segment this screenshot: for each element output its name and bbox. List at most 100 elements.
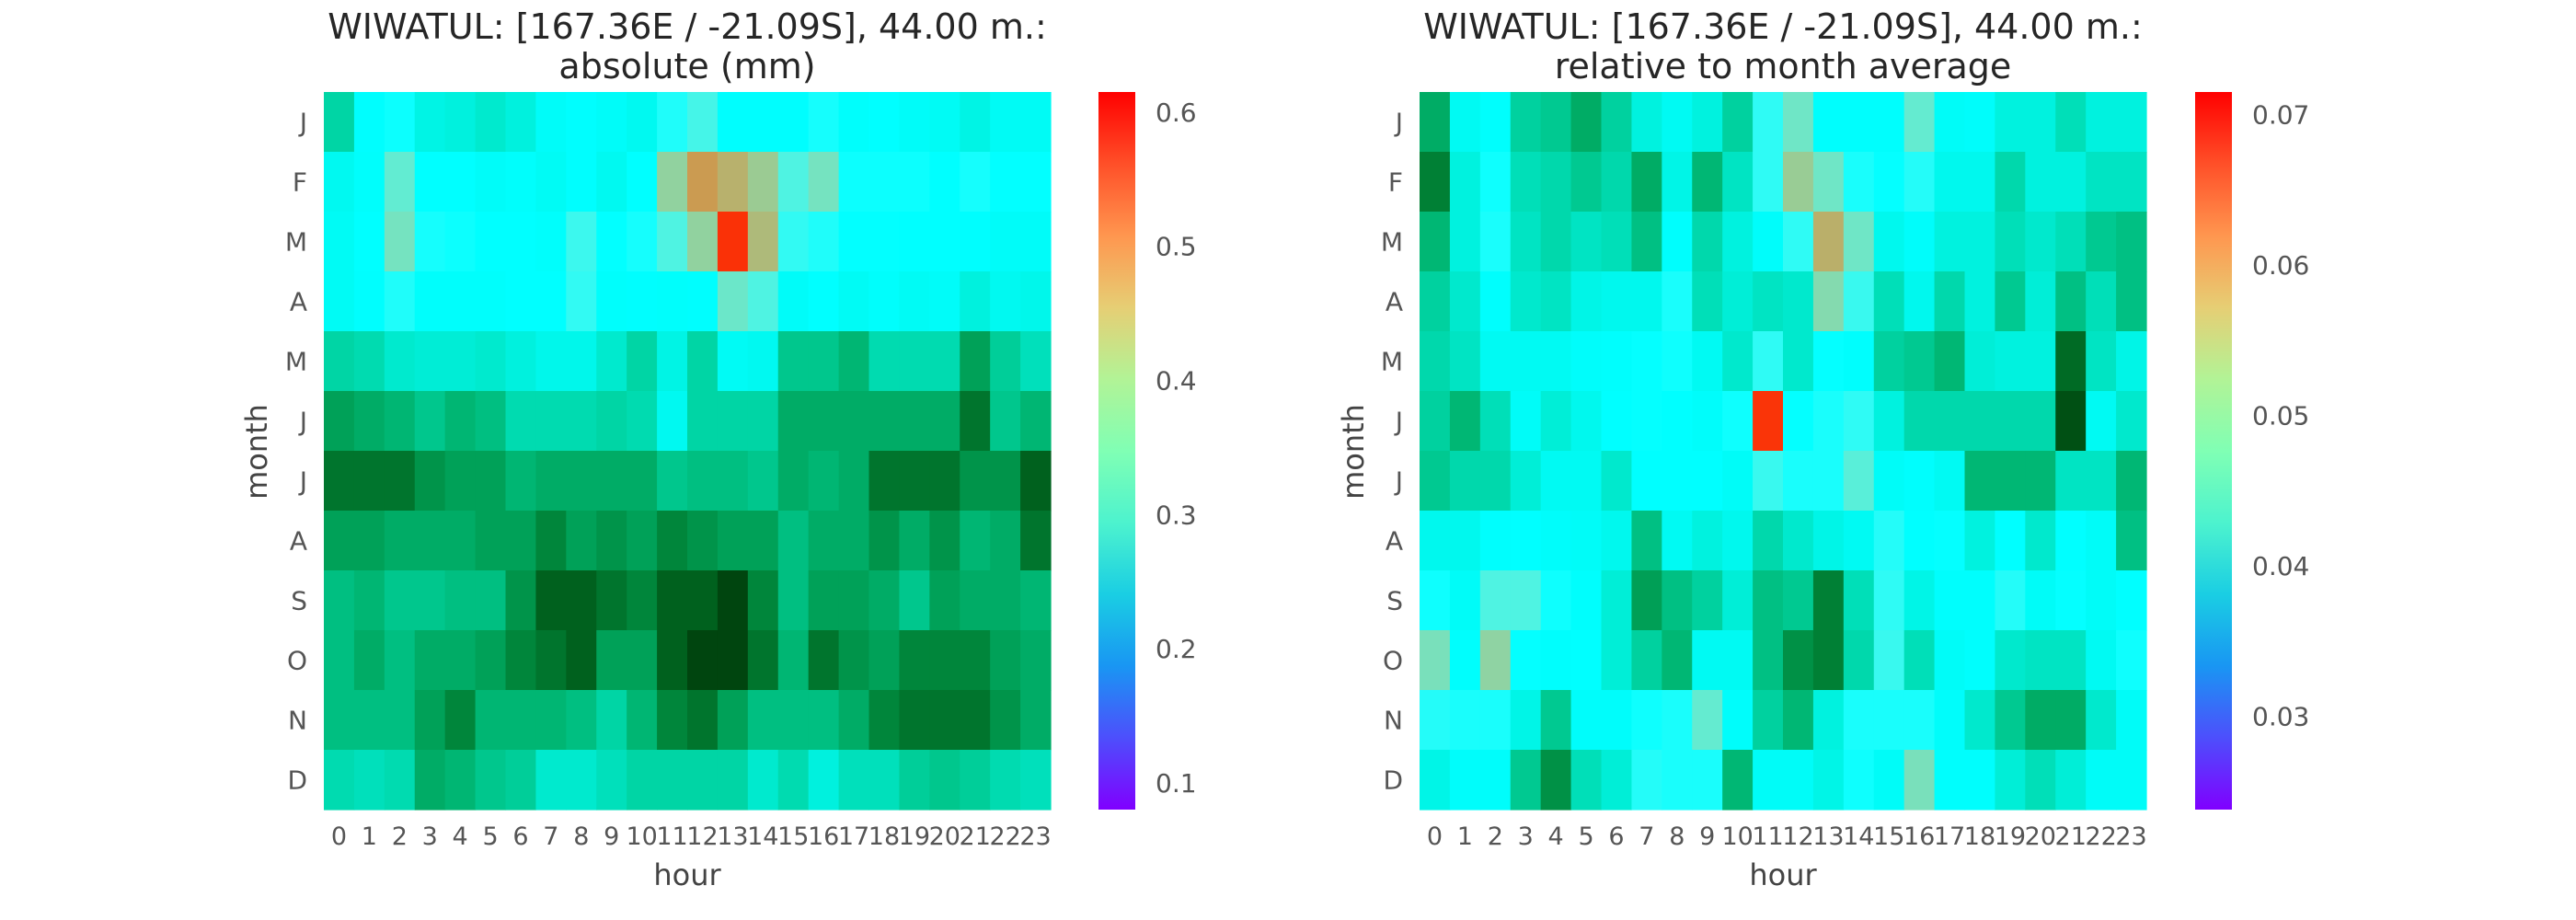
- colorbar-tick-label: 0.06: [2252, 250, 2309, 281]
- heatmap-cell: [777, 690, 810, 751]
- heatmap-cell: [1420, 750, 1451, 811]
- heatmap-cell: [1510, 570, 1542, 631]
- heatmap-cell: [1570, 271, 1603, 332]
- heatmap-cell: [1420, 92, 1451, 153]
- heatmap-cell: [1995, 570, 2026, 631]
- y-tick-label: M: [285, 227, 307, 258]
- heatmap-cell: [717, 750, 749, 811]
- heatmap-cell: [1601, 152, 1633, 213]
- heatmap-cell: [868, 92, 901, 153]
- heatmap-cell: [1934, 451, 1966, 512]
- y-tick-label: F: [293, 167, 307, 198]
- heatmap-cell: [505, 212, 537, 272]
- heatmap-cell: [838, 391, 870, 452]
- heatmap-cell: [747, 391, 779, 452]
- heatmap-cell: [475, 690, 507, 751]
- heatmap-cell: [475, 570, 507, 631]
- heatmap-cell: [324, 451, 355, 512]
- heatmap-cell: [353, 92, 385, 153]
- heatmap-cell: [1964, 451, 1996, 512]
- heatmap-cell: [566, 391, 597, 452]
- heatmap-cell: [627, 271, 658, 332]
- heatmap-cells: [324, 92, 1052, 811]
- heatmap-cell: [1753, 92, 1784, 153]
- heatmap-cell: [414, 212, 446, 272]
- heatmap-cell: [1843, 451, 1875, 512]
- x-tick-label: 20: [2025, 822, 2056, 851]
- heatmap-cell: [1510, 152, 1542, 213]
- heatmap-cell: [1662, 570, 1693, 631]
- heatmap-cell: [1601, 690, 1633, 751]
- heatmap-cell: [505, 152, 537, 213]
- heatmap-cell: [535, 331, 567, 392]
- heatmap-cell: [1510, 92, 1542, 153]
- heatmap-cell: [1843, 570, 1875, 631]
- heatmap-cell: [324, 690, 355, 751]
- y-tick-label: M: [285, 347, 307, 377]
- heatmap-cell: [566, 212, 597, 272]
- x-tick-label: 13: [717, 822, 748, 851]
- heatmap-cell: [1449, 331, 1481, 392]
- heatmap-cell: [353, 630, 385, 691]
- heatmap-cell: [1570, 750, 1603, 811]
- heatmap-cell: [1662, 92, 1693, 153]
- y-tick-label: O: [1383, 646, 1403, 676]
- heatmap-cell: [1722, 152, 1754, 213]
- heatmap-cell: [1753, 690, 1784, 751]
- heatmap-cell: [1601, 391, 1633, 452]
- heatmap-cells: [1420, 92, 2147, 811]
- heatmap-cell: [324, 271, 355, 332]
- heatmap-cell: [1479, 570, 1512, 631]
- chart-title-line2: absolute (mm): [558, 46, 815, 86]
- heatmap-cell: [535, 690, 567, 751]
- heatmap-cell: [929, 750, 960, 811]
- heatmap-cell: [1995, 212, 2026, 272]
- heatmap-cell: [808, 690, 840, 751]
- heatmap-cell: [838, 690, 870, 751]
- heatmap-cell: [960, 511, 991, 571]
- heatmap-cell: [2055, 630, 2087, 691]
- heatmap-cell: [1753, 212, 1784, 272]
- heatmap-cell: [1692, 391, 1723, 452]
- x-axis-label: hour: [1749, 857, 1817, 892]
- x-tick-label: 11: [1752, 822, 1783, 851]
- heatmap-cell: [596, 750, 627, 811]
- heatmap-cell: [1903, 570, 1936, 631]
- heatmap-cell: [1783, 451, 1814, 512]
- heatmap-cell: [2025, 92, 2056, 153]
- heatmap-cell: [808, 152, 840, 213]
- colorbar-tick-label: 0.05: [2252, 401, 2309, 431]
- heatmap-cell: [324, 92, 355, 153]
- heatmap-cell: [808, 630, 840, 691]
- heatmap-cell: [353, 152, 385, 213]
- heatmap-cell: [1631, 750, 1662, 811]
- heatmap-cell: [777, 630, 810, 691]
- heatmap-cell: [1540, 212, 1572, 272]
- heatmap-cell: [566, 331, 597, 392]
- colorbar-tick-labels: 0.03 0.04 0.05 0.06 0.07: [2252, 100, 2309, 732]
- heatmap-cell: [505, 451, 537, 512]
- x-tick-label: 1: [362, 822, 377, 851]
- heatmap-cell: [1812, 570, 1845, 631]
- heatmap-cell: [2086, 690, 2117, 751]
- heatmap-cell: [838, 212, 870, 272]
- heatmap-cell: [1812, 391, 1845, 452]
- heatmap-cell: [717, 570, 749, 631]
- heatmap-cell: [1662, 152, 1693, 213]
- heatmap-cell: [384, 391, 416, 452]
- heatmap-cell: [2055, 690, 2087, 751]
- heatmap-cell: [929, 630, 960, 691]
- heatmap-cell: [2055, 511, 2087, 571]
- heatmap-cell: [324, 570, 355, 631]
- heatmap-cell: [1964, 391, 1996, 452]
- heatmap-cell: [1420, 271, 1451, 332]
- heatmap-cell: [1601, 451, 1633, 512]
- heatmap-cell: [2025, 212, 2056, 272]
- heatmap-cell: [535, 750, 567, 811]
- heatmap-cell: [1449, 570, 1481, 631]
- heatmap-cell: [1540, 92, 1572, 153]
- heatmap-cell: [1812, 511, 1845, 571]
- heatmap-cell: [1601, 92, 1633, 153]
- heatmap-cell: [960, 451, 991, 512]
- heatmap-cell: [899, 331, 930, 392]
